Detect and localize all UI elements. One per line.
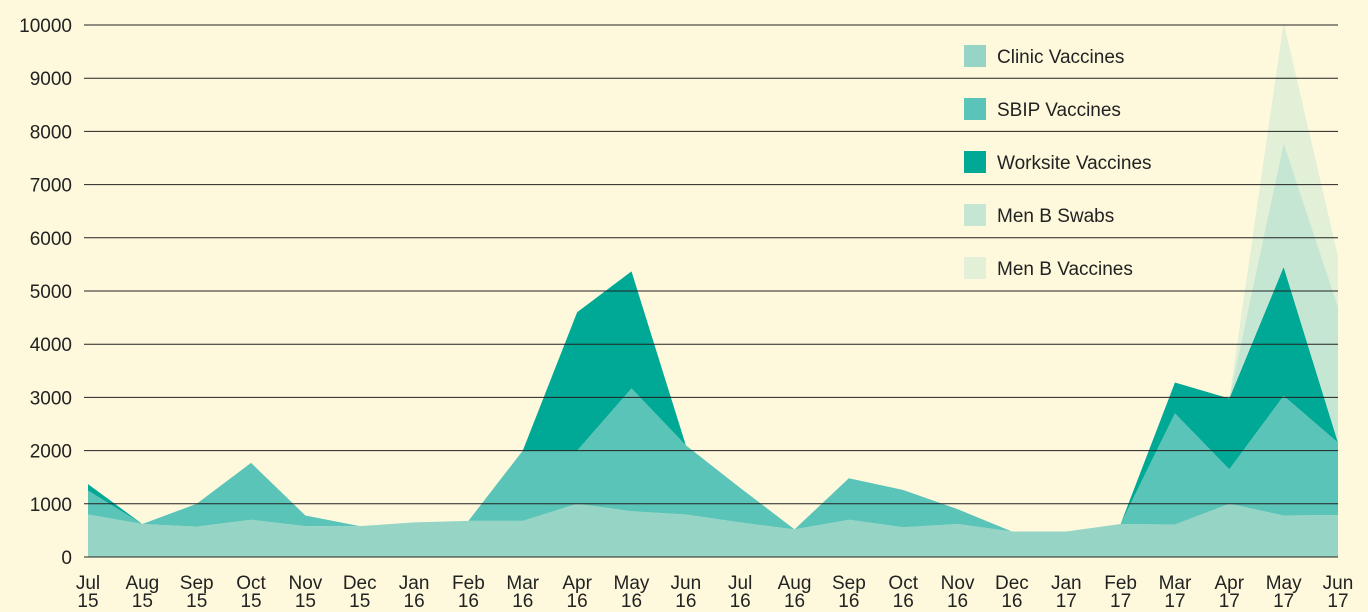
x-tick-label: Oct 15 bbox=[236, 573, 266, 612]
x-tick-label: Nov 15 bbox=[288, 573, 322, 612]
x-tick-label: Feb 17 bbox=[1104, 573, 1137, 612]
legend-swatch bbox=[964, 151, 986, 173]
x-tick-label: Aug 15 bbox=[125, 573, 159, 612]
x-tick-label: Jun 17 bbox=[1323, 573, 1354, 612]
x-tick-label: Dec 15 bbox=[343, 573, 377, 612]
x-tick-label: Oct 16 bbox=[888, 573, 918, 612]
x-tick-label: Dec 16 bbox=[995, 573, 1029, 612]
x-tick-label: Mar 17 bbox=[1159, 573, 1192, 612]
x-tick-label: Mar 16 bbox=[506, 573, 539, 612]
y-tick-label: 2000 bbox=[30, 442, 72, 463]
x-tick-label: Jan 16 bbox=[399, 573, 430, 612]
x-tick-label: Jun 16 bbox=[671, 573, 702, 612]
legend-swatch bbox=[964, 257, 986, 279]
legend-label: Worksite Vaccines bbox=[997, 153, 1152, 174]
x-tick-label: Apr 16 bbox=[562, 573, 592, 612]
legend-label: Men B Vaccines bbox=[997, 259, 1133, 280]
y-tick-label: 1000 bbox=[30, 495, 72, 516]
legend-label: Clinic Vaccines bbox=[997, 47, 1124, 68]
y-tick-label: 9000 bbox=[30, 69, 72, 90]
x-tick-label: Aug 16 bbox=[778, 573, 812, 612]
y-tick-label: 4000 bbox=[30, 335, 72, 356]
y-tick-label: 0 bbox=[61, 548, 72, 569]
x-tick-label: Jul 15 bbox=[76, 573, 100, 612]
y-tick-label: 7000 bbox=[30, 176, 72, 197]
y-tick-label: 10000 bbox=[19, 16, 72, 37]
x-tick-label: Feb 16 bbox=[452, 573, 485, 612]
x-tick-label: Sep 16 bbox=[832, 573, 866, 612]
legend-swatch bbox=[964, 45, 986, 67]
y-tick-label: 8000 bbox=[30, 122, 72, 143]
legend-swatch bbox=[964, 204, 986, 226]
x-tick-label: May 17 bbox=[1266, 573, 1302, 612]
legend-label: SBIP Vaccines bbox=[997, 100, 1121, 121]
x-tick-label: May 16 bbox=[614, 573, 650, 612]
area bbox=[88, 503, 1338, 557]
x-tick-label: Apr 17 bbox=[1215, 573, 1245, 612]
area bbox=[88, 388, 1338, 532]
legend-swatch bbox=[964, 98, 986, 120]
y-tick-label: 3000 bbox=[30, 388, 72, 409]
x-tick-label: Sep 15 bbox=[180, 573, 214, 612]
x-tick-label: Jul 16 bbox=[728, 573, 752, 612]
y-tick-label: 6000 bbox=[30, 229, 72, 250]
x-tick-label: Nov 16 bbox=[941, 573, 975, 612]
x-tick-label: Jan 17 bbox=[1051, 573, 1082, 612]
y-tick-label: 5000 bbox=[30, 282, 72, 303]
legend-label: Men B Swabs bbox=[997, 206, 1114, 227]
